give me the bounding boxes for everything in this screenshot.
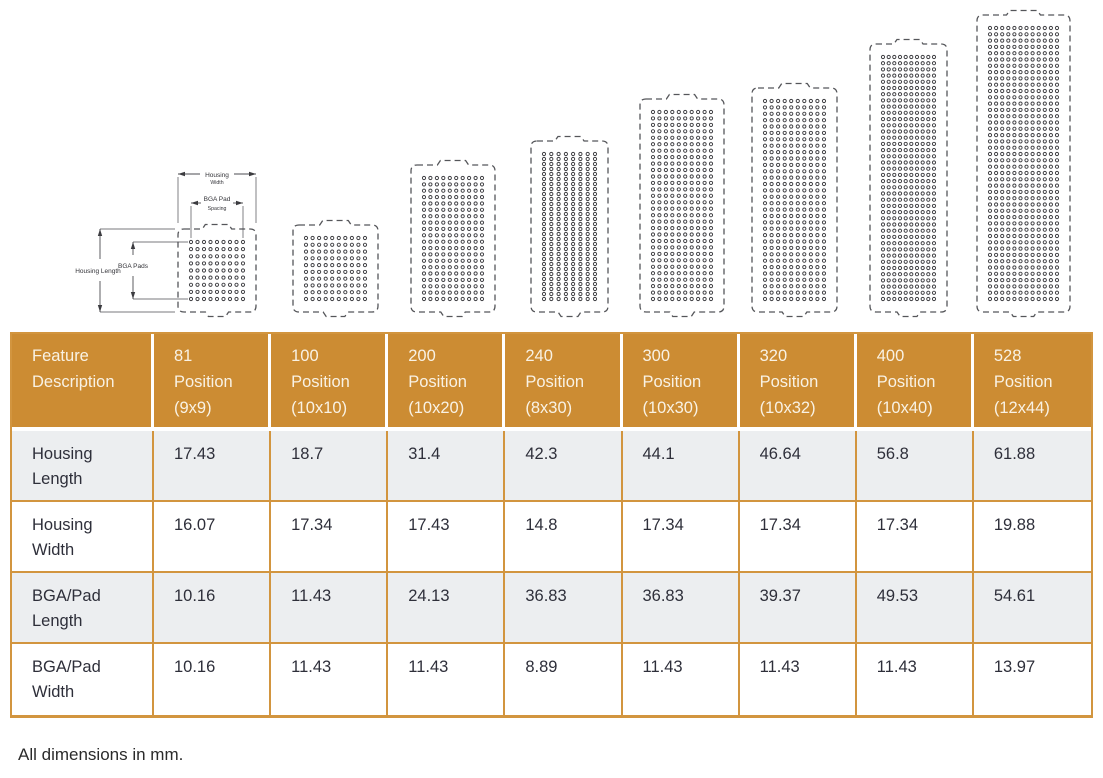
table-row: Housing Width 16.07 17.34 17.43 14.8 17.34 17.… <box>12 502 1091 574</box>
dimension-value: 61.88 <box>973 431 1091 503</box>
table-header-row: Feature Description 81 Position (9x9) 100 … <box>12 334 1091 432</box>
dimension-value: 19.88 <box>973 502 1091 574</box>
dimensions-table: Feature Description 81 Position (9x9) 100 … <box>12 334 1091 716</box>
dimension-value: 11.43 <box>740 644 857 716</box>
dimensions-table-wrapper: Feature Description 81 Position (9x9) 100 … <box>10 332 1093 719</box>
dimension-value: 11.43 <box>388 644 506 716</box>
dimension-value: 10.16 <box>154 573 272 645</box>
package-528-position <box>976 9 1071 318</box>
package-size-diagrams: Housing Width BGA Pad Spacing BGA Pads Housin… <box>0 0 1103 332</box>
row-label: BGA/Pad Length <box>12 573 154 645</box>
package-240-position <box>530 135 609 318</box>
dimension-value: 24.13 <box>388 573 506 645</box>
dimension-value: 49.53 <box>856 573 974 645</box>
dimension-value: 46.64 <box>739 431 857 503</box>
column-header: 200 Position (10x20) <box>388 334 506 432</box>
dimension-value: 17.34 <box>856 502 974 574</box>
dimension-value: 54.61 <box>973 573 1091 645</box>
dimension-value: 13.97 <box>993 658 1036 677</box>
housing-length-label: Housing Length <box>75 268 121 275</box>
dimension-value: 17.43 <box>154 431 272 503</box>
column-header-feature-description: Feature Description <box>12 334 154 432</box>
dimension-value: 39.37 <box>739 573 857 645</box>
dimension-value: 17.34 <box>622 502 740 574</box>
package-320-position <box>751 82 838 318</box>
dimension-value: 14.8 <box>505 502 623 574</box>
package-200-position <box>410 159 496 318</box>
column-header: 300 Position (10x30) <box>622 334 740 432</box>
column-header: 81 Position (9x9) <box>154 334 272 432</box>
dimension-value: 11.43 <box>857 644 974 716</box>
package-81-position <box>177 223 257 318</box>
dimension-value: 16.07 <box>154 502 272 574</box>
column-header: 320 Position (10x32) <box>739 334 857 432</box>
dimension-value: 17.43 <box>388 502 506 574</box>
dimension-value: 31.4 <box>388 431 506 503</box>
package-300-position <box>639 93 725 318</box>
column-header: 240 Position (8x30) <box>505 334 623 432</box>
dimension-value: 56.8 <box>856 431 974 503</box>
dimension-value: 11.43 <box>623 644 740 716</box>
bga-pad-spacing-label-2: Spacing <box>208 206 227 212</box>
dimension-value: 42.3 <box>505 431 623 503</box>
column-header: 100 Position (10x10) <box>271 334 389 432</box>
housing-width-label: Housing <box>205 172 229 179</box>
table-row: Housing Length 17.43 18.7 31.4 42.3 44.1 46.64… <box>12 431 1091 503</box>
row-label: Housing Length <box>12 431 154 503</box>
dimension-value: 18.7 <box>271 431 389 503</box>
dimension-value: 17.34 <box>271 502 389 574</box>
table-row: BGA/Pad Width 10.16 11.43 11.43 8.89 11.43 11.… <box>12 644 1091 716</box>
dimension-value: 17.34 <box>739 502 857 574</box>
row-label: BGA/Pad Width <box>12 644 154 716</box>
dimension-value: 36.83 <box>622 573 740 645</box>
row-label: Housing Width <box>12 502 154 574</box>
dimensions-footnote: All dimensions in mm. <box>18 745 184 764</box>
housing-width-label-2: Width <box>210 180 223 186</box>
dimension-value: 8.89 <box>505 644 623 716</box>
dimension-value: 36.83 <box>505 573 623 645</box>
table-row: BGA/Pad Length 10.16 11.43 24.13 36.83 36.83 3… <box>12 573 1091 645</box>
bga-pad-spacing-label: BGA Pad <box>204 196 231 203</box>
dimension-value: 11.43 <box>271 644 389 716</box>
dimension-value: 10.16 <box>154 644 272 716</box>
column-header: 400 Position (10x40) <box>856 334 974 432</box>
column-header: 528 Position (12x44) <box>973 334 1091 432</box>
bga-pads-label: BGA Pads <box>118 263 149 270</box>
dimension-value: 44.1 <box>622 431 740 503</box>
package-400-position <box>869 38 948 318</box>
package-100-position <box>292 219 379 318</box>
dimension-value: 11.43 <box>271 573 389 645</box>
